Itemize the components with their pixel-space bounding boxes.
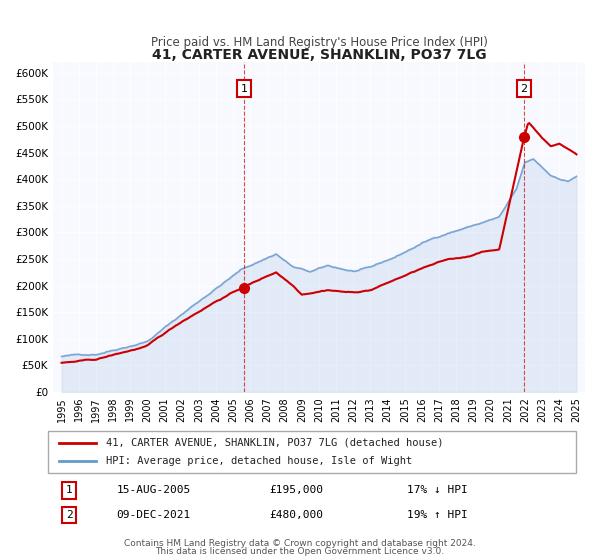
Text: £195,000: £195,000	[270, 486, 324, 496]
Text: 09-DEC-2021: 09-DEC-2021	[116, 510, 191, 520]
FancyBboxPatch shape	[48, 431, 576, 473]
Text: 19% ↑ HPI: 19% ↑ HPI	[407, 510, 468, 520]
Text: Price paid vs. HM Land Registry's House Price Index (HPI): Price paid vs. HM Land Registry's House …	[151, 36, 487, 49]
Text: Contains HM Land Registry data © Crown copyright and database right 2024.: Contains HM Land Registry data © Crown c…	[124, 539, 476, 548]
Text: 2: 2	[66, 510, 73, 520]
Text: £480,000: £480,000	[270, 510, 324, 520]
Text: 17% ↓ HPI: 17% ↓ HPI	[407, 486, 468, 496]
Text: 1: 1	[241, 83, 247, 94]
Title: 41, CARTER AVENUE, SHANKLIN, PO37 7LG: 41, CARTER AVENUE, SHANKLIN, PO37 7LG	[152, 48, 487, 62]
Text: HPI: Average price, detached house, Isle of Wight: HPI: Average price, detached house, Isle…	[106, 456, 412, 466]
Text: 15-AUG-2005: 15-AUG-2005	[116, 486, 191, 496]
Text: 41, CARTER AVENUE, SHANKLIN, PO37 7LG (detached house): 41, CARTER AVENUE, SHANKLIN, PO37 7LG (d…	[106, 438, 443, 448]
Text: 1: 1	[66, 486, 73, 496]
Text: This data is licensed under the Open Government Licence v3.0.: This data is licensed under the Open Gov…	[155, 548, 445, 557]
Text: 2: 2	[520, 83, 527, 94]
